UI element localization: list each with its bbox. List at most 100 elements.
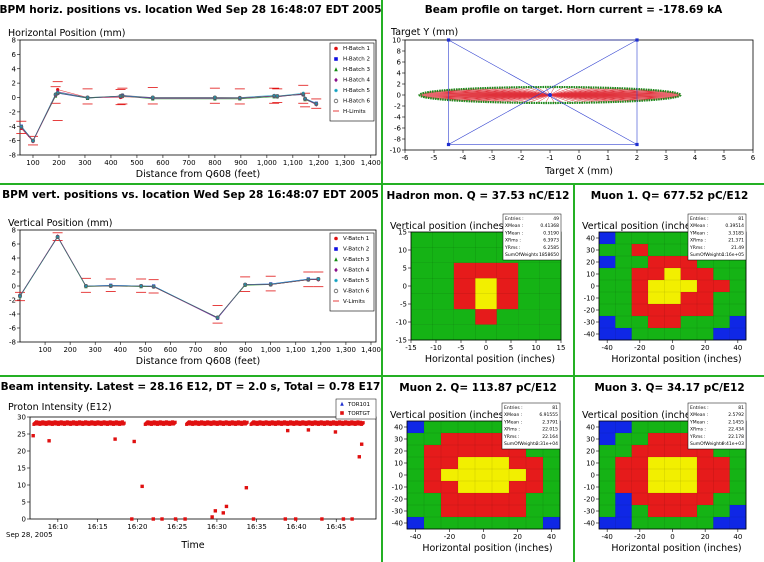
heatmap-cell [631,292,649,305]
heatmap-cell [615,292,632,305]
data-marker [334,67,338,72]
data-marker [334,57,338,61]
heatmap-cell [648,445,665,458]
heatmap-cell [424,517,442,530]
muon3-x-tick-label: 0 [670,533,674,541]
heatmap-cell [631,232,649,245]
heatmap-cell [615,505,632,518]
bpm_h-x-tick-label: 300 [78,159,91,167]
heatmap-cell [475,232,498,248]
heatmap-cell [664,493,681,506]
heatmap-cell [407,421,425,434]
intensity-point [90,420,94,424]
stats-label: YMean : [689,230,708,236]
intensity-y-tick-label: 30 [17,414,26,422]
data-marker [316,277,321,282]
heatmap-cell [509,505,527,518]
intensity-legend-box [335,398,377,420]
heatmap-cell [458,421,476,434]
stats-value: 2.5792 [728,412,744,418]
muon3-y-tick-label: 0 [591,472,595,480]
heatmap-cell [441,433,459,446]
bpm_h-x-tick-label: 900 [234,159,247,167]
intensity-point [245,420,249,424]
heatmap-cell [424,421,442,434]
heatmap-cell [599,244,616,257]
heatmap-cell [441,421,459,434]
heatmap-cell [453,309,476,325]
heatmap-cell [407,445,425,458]
heatmap-cell [407,517,425,530]
heatmap-cell [631,433,649,446]
heatmap-cell [492,505,510,518]
intensity-point [49,420,54,424]
heatmap-cell [475,517,493,530]
data-marker [333,288,339,294]
heatmap-cell [432,309,455,325]
beam_profile-y-tick-label: -4 [394,114,402,122]
muon2-title: Muon 2. Q= 113.87 pC/E12 [399,382,557,394]
muon-2-chart: Muon 2. Q= 113.87 pC/E12 Vertical positio… [390,382,561,554]
bpm_v-legend-box [329,232,375,312]
bpm_v-y-tick-label: 6 [12,241,17,249]
beam-ray [527,86,551,96]
heatmap-cell [631,445,649,458]
intensity-y-tick-label: 0 [22,516,26,524]
muon1-y-tick-label: -20 [584,307,595,315]
panel-bpm-horizontal: BPM horiz. positions vs. location Wed Se… [0,0,381,183]
heatmap-cell [509,481,527,494]
muon3-title: Muon 3. Q= 34.17 pC/E12 [594,382,744,394]
stats-value: 81 [738,405,744,411]
bpm_h-x-tick-label: 700 [182,159,195,167]
beam-center-marker [548,93,552,97]
heatmap-cell [631,457,649,470]
intensity-point [279,420,283,424]
intensity-point [83,420,88,424]
bpm_v-x-tick-label: 500 [139,346,152,354]
beam_profile-y-tick-label: 6 [397,59,402,67]
beam-ray [527,94,551,104]
heatmap-cell [526,493,544,506]
heatmap-cell [680,268,698,281]
stats-label: YRms : [504,245,521,251]
bpm_v-x-tick-label: 1,200 [311,346,331,354]
heatmap-cell [648,244,665,257]
heatmap-cell [411,247,433,264]
intensity-point [316,420,320,424]
stats-value: 81 [552,405,558,411]
data-marker [19,124,23,128]
intensity-point [224,420,228,424]
bpm_h-y-tick-label: 4 [12,65,17,73]
heatmap-cell [496,278,519,295]
bpm_v-x-tick-label: 1,000 [261,346,281,354]
intensity-point [258,420,262,424]
data-marker [340,411,344,415]
heatmap-cell [475,469,493,482]
data-marker [333,98,339,104]
heatmap-cell [432,247,455,264]
stats-value: 22.434 [728,427,744,433]
intensity-point [273,420,277,424]
beam-ray [518,87,551,96]
heatmap-cell [680,481,698,494]
legend-entry: V-Batch 5 [343,278,370,284]
muon1-y-tick-label: -30 [584,319,595,327]
stats-value: 3.3185 [728,230,744,236]
stats-label: Entries : [505,216,524,222]
intensity-point [356,420,360,424]
heatmap-cell [615,481,632,494]
intensity-title: Beam intensity. Latest = 28.16 E12, DT =… [1,381,381,393]
muon2-y-tick-label: -30 [392,508,403,516]
data-marker [272,93,276,97]
muon1-x-tick-label: 20 [701,344,710,352]
intensity-point [212,420,216,424]
data-marker [56,90,60,95]
intensity-point [196,420,200,424]
bpm_v-x-tick-label: 300 [89,346,102,354]
muon3-x-tick-label: 20 [701,533,710,541]
heatmap-cell [492,457,510,470]
intensity-y-tick-label: 15 [17,465,26,473]
stats-label: XMean : [504,412,522,418]
data-marker [275,94,280,99]
heatmap-cell [432,278,455,295]
